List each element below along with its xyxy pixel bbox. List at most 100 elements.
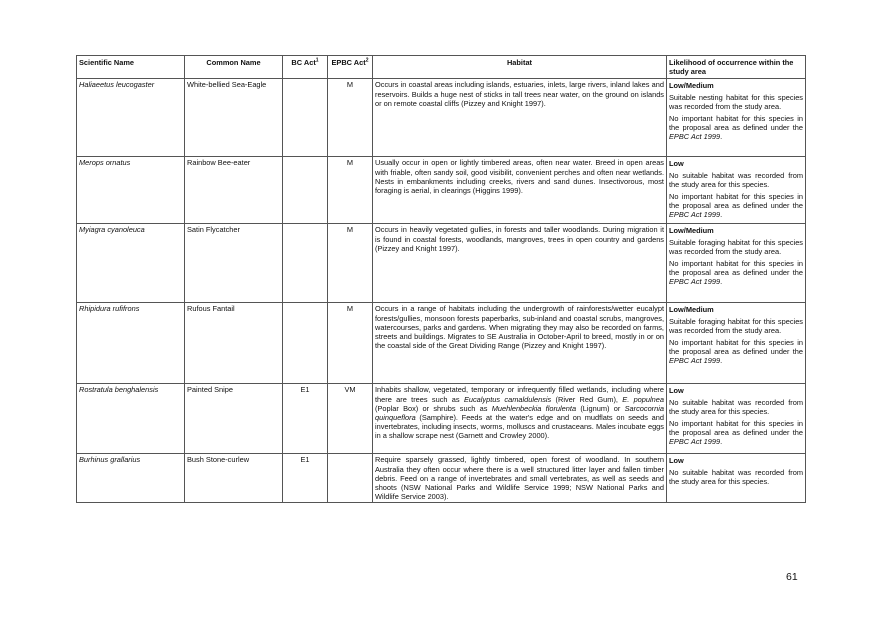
act-name: EPBC Act 1999 [669,437,721,447]
likelihood-note: Suitable foraging habitat for this speci… [669,237,803,256]
bc-act-cell: E1 [282,453,328,504]
likelihood-level: Low/Medium [669,226,714,236]
common-name-cell: Bush Stone-curlew [184,453,283,504]
habitat-cell: Inhabits shallow, vegetated, temporary o… [372,383,667,455]
habitat-cell: Occurs in a range of habitats including … [372,302,667,385]
likelihood-note: Suitable nesting habitat for this specie… [669,92,803,111]
likelihood-note: No suitable habitat was recorded from th… [669,397,803,416]
important-habitat-end: . [720,210,723,220]
scientific-name: Merops ornatus [79,158,131,168]
important-habitat-text: No important habitat for this species in… [669,192,803,211]
habitat-cell: Usually occur in open or lightly timbere… [372,156,667,225]
bc-act-cell [282,223,328,304]
important-habitat-text: No important habitat for this species in… [669,259,803,278]
likelihood-note: Suitable foraging habitat for this speci… [669,316,803,335]
header-epbc-label: EPBC Act [331,58,366,67]
species-name: Muehlenbeckia florulenta [491,403,577,413]
table-row: Burhinus grallarius Bush Stone-curlew E1… [76,453,806,504]
likelihood-cell: Low No suitable habitat was recorded fro… [666,383,806,455]
page-number: 61 [786,571,798,583]
important-habitat-note: No important habitat for this species in… [668,258,805,289]
header-common-name: Common Name [184,54,283,80]
habitat-cell: Occurs in heavily vegetated gullies, in … [372,223,667,304]
species-name: Sarcocornia quinqueflora [375,403,664,423]
scientific-name: Rhipidura rufifrons [79,304,140,314]
act-name: EPBC Act 1999 [669,356,721,366]
scientific-name: Burhinus grallarius [79,455,141,465]
scientific-name-cell: Myiagra cyanoleuca [76,223,185,304]
likelihood-cell: Low No suitable habitat was recorded fro… [666,453,806,504]
act-name: EPBC Act 1999 [669,210,721,220]
table-header-row: Scientific Name Common Name BC Act1 EPBC… [76,54,806,80]
header-bc-act: BC Act1 [282,54,328,80]
header-epbc-act: EPBC Act2 [327,54,373,80]
habitat-text: (Lignum) or [576,403,625,413]
likelihood-note: No suitable habitat was recorded from th… [669,467,803,486]
likelihood-cell: Low/Medium Suitable foraging habitat for… [666,223,806,304]
important-habitat-note: No important habitat for this species in… [668,191,805,222]
table-row: Rostratula benghalensis Painted Snipe E1… [76,383,806,455]
bc-act-cell: E1 [282,383,328,455]
scientific-name: Haliaeetus leucogaster [79,80,155,90]
header-bc-label: BC Act [291,58,316,67]
important-habitat-end: . [720,277,723,287]
bc-act-cell [282,302,328,385]
important-habitat-note: No important habitat for this species in… [668,337,805,368]
table-row: Merops ornatus Rainbow Bee-eater M Usual… [76,156,806,225]
scientific-name-cell: Burhinus grallarius [76,453,185,504]
important-habitat-note: No important habitat for this species in… [668,113,805,144]
epbc-act-cell [327,453,373,504]
epbc-act-cell: M [327,78,373,158]
likelihood-note: No suitable habitat was recorded from th… [669,170,803,189]
habitat-text: (Poplar Box) or shrubs such as [375,403,492,413]
common-name-cell: Satin Flycatcher [184,223,283,304]
important-habitat-end: . [720,437,723,447]
likelihood-cell: Low No suitable habitat was recorded fro… [666,156,806,225]
header-scientific-name: Scientific Name [76,54,185,80]
species-name: E. populnea [622,394,664,404]
species-table: Scientific Name Common Name BC Act1 EPBC… [76,54,806,504]
scientific-name: Myiagra cyanoleuca [79,225,145,235]
scientific-name-cell: Haliaeetus leucogaster [76,78,185,158]
table-row: Haliaeetus leucogaster White-bellied Sea… [76,78,806,158]
habitat-cell: Occurs in coastal areas including island… [372,78,667,158]
likelihood-level: Low/Medium [669,81,714,91]
epbc-act-cell: M [327,302,373,385]
bc-act-cell [282,156,328,225]
scientific-name-cell: Merops ornatus [76,156,185,225]
important-habitat-end: . [720,356,723,366]
header-epbc-footnote: 2 [365,57,369,64]
header-bc-footnote: 1 [315,57,319,64]
likelihood-level: Low [669,456,684,466]
common-name-cell: Rufous Fantail [184,302,283,385]
epbc-act-cell: VM [327,383,373,455]
common-name-cell: White-bellied Sea-Eagle [184,78,283,158]
header-likelihood: Likelihood of occurrence within the stud… [666,54,806,80]
header-habitat: Habitat [372,54,667,80]
bc-act-cell [282,78,328,158]
table-row: Rhipidura rufifrons Rufous Fantail M Occ… [76,302,806,385]
common-name-cell: Rainbow Bee-eater [184,156,283,225]
scientific-name: Rostratula benghalensis [79,385,159,395]
likelihood-cell: Low/Medium Suitable nesting habitat for … [666,78,806,158]
epbc-act-cell: M [327,223,373,304]
important-habitat-text: No important habitat for this species in… [669,338,803,357]
likelihood-level: Low [669,159,684,169]
important-habitat-end: . [720,132,723,142]
epbc-act-cell: M [327,156,373,225]
habitat-text: (Samphire). Feeds at the water's edge an… [375,413,664,441]
common-name-cell: Painted Snipe [184,383,283,455]
likelihood-level: Low/Medium [669,305,714,315]
scientific-name-cell: Rostratula benghalensis [76,383,185,455]
likelihood-cell: Low/Medium Suitable foraging habitat for… [666,302,806,385]
act-name: EPBC Act 1999 [669,132,721,142]
habitat-text: Inhabits shallow, vegetated, temporary o… [375,385,664,404]
scientific-name-cell: Rhipidura rufifrons [76,302,185,385]
habitat-text: (River Red Gum), [551,394,623,404]
likelihood-level: Low [669,386,684,396]
important-habitat-note: No important habitat for this species in… [668,418,805,449]
act-name: EPBC Act 1999 [669,277,721,287]
table-row: Myiagra cyanoleuca Satin Flycatcher M Oc… [76,223,806,304]
habitat-cell: Require sparsely grassed, lightly timber… [372,453,667,504]
important-habitat-text: No important habitat for this species in… [669,114,803,133]
